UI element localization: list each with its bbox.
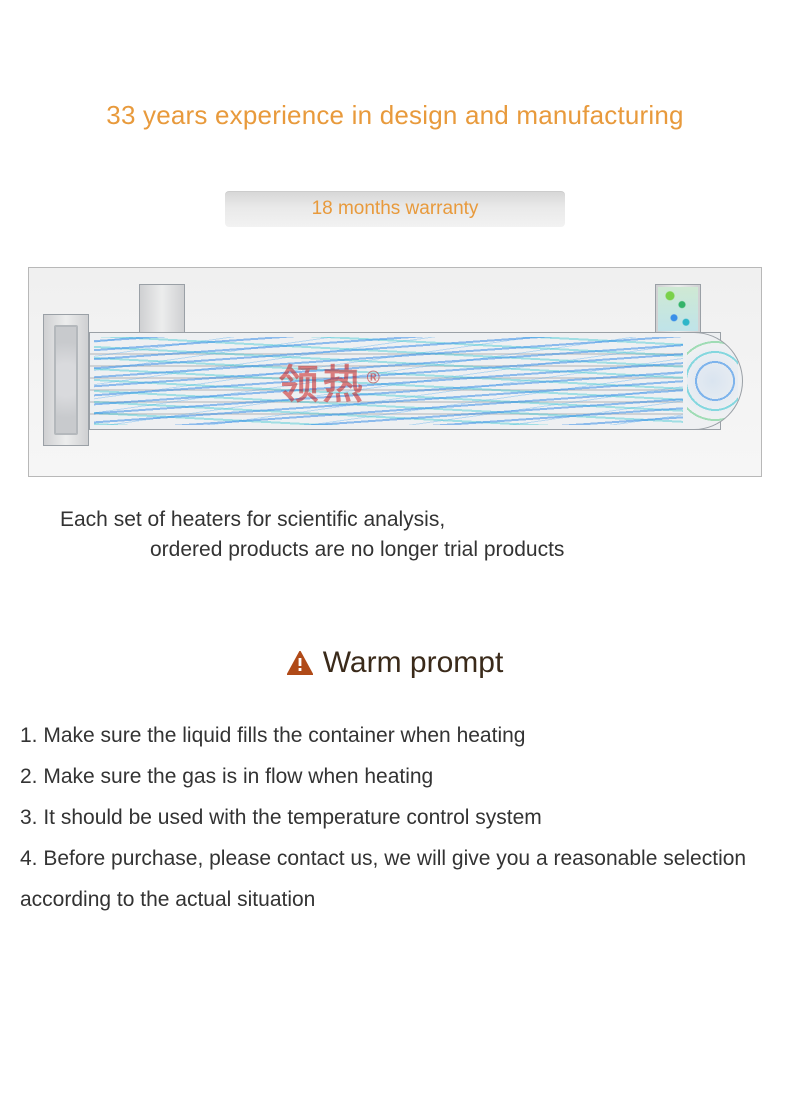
flow-swirl [687,337,738,425]
caption-line-2: ordered products are no longer trial pro… [0,535,790,565]
list-item: 2. Make sure the gas is in flow when hea… [20,757,770,798]
warm-prompt-title: Warm prompt [323,646,504,680]
list-item: 1. Make sure the liquid fills the contai… [20,716,770,757]
flange [43,314,89,446]
diagram-caption: Each set of heaters for scientific analy… [0,505,790,566]
warm-prompt-heading: Warm prompt [0,646,790,680]
list-item: 4. Before purchase, please contact us, w… [20,839,770,921]
warning-icon [287,651,313,675]
inlet-nozzle [139,284,185,334]
heater-diagram: 领热® [28,267,762,477]
caption-line-1: Each set of heaters for scientific analy… [0,505,790,535]
outlet-nozzle [655,284,701,334]
warranty-pill: 18 months warranty [225,191,565,227]
list-item: 3. It should be used with the temperatur… [20,798,770,839]
prompt-list: 1. Make sure the liquid fills the contai… [20,716,770,921]
heater-tube: 领热® [89,332,721,430]
heater-tube-end [683,332,743,430]
warranty-text: 18 months warranty [312,198,479,220]
headline: 33 years experience in design and manufa… [0,100,790,131]
warranty-banner: 18 months warranty [0,191,790,227]
flow-streaks [94,337,716,425]
